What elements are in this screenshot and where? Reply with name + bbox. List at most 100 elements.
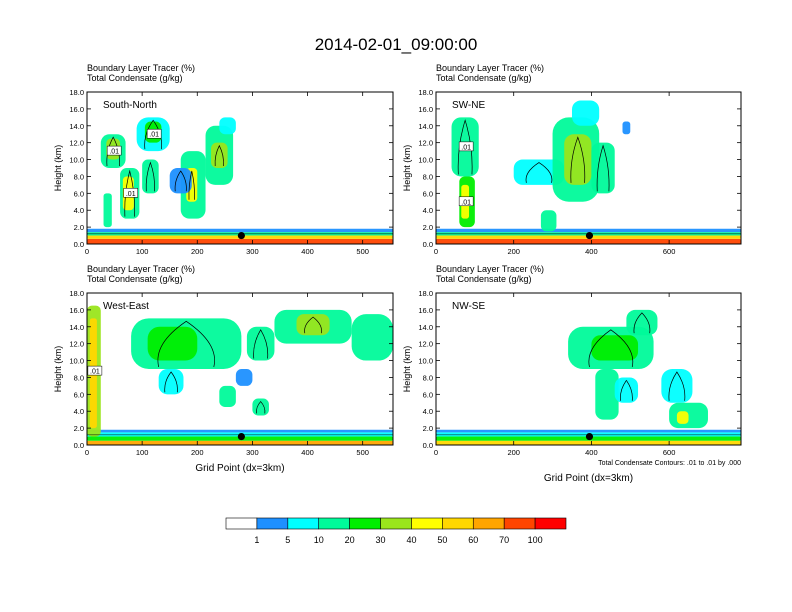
contour-line — [253, 329, 269, 359]
plot-frame — [435, 91, 742, 245]
y-tick-label: 16.0 — [69, 306, 84, 315]
contour-line — [596, 144, 610, 192]
heatmap-cell — [591, 335, 639, 361]
contour-label-box — [458, 141, 474, 152]
x-tick-label: 0 — [434, 448, 438, 457]
colorbar-label: 70 — [499, 535, 509, 545]
location-marker — [237, 231, 245, 240]
heatmap-cell — [87, 429, 393, 433]
location-marker — [237, 432, 245, 441]
heatmap-cell — [540, 210, 557, 232]
contour-label: .01 — [90, 369, 100, 376]
contour-line — [145, 161, 156, 192]
colorbar-label: 10 — [314, 535, 324, 545]
contour-line — [304, 316, 322, 334]
heatmap-cell — [676, 411, 689, 424]
contour-line — [174, 170, 187, 192]
heatmap-cell — [591, 142, 615, 194]
contour-line — [164, 371, 178, 393]
contour-line — [124, 169, 136, 217]
x-tick-label: 0 — [85, 448, 89, 457]
y-tick-label: 8.0 — [74, 373, 84, 382]
y-tick-label: 2.0 — [74, 424, 84, 433]
contour-label-box — [146, 128, 162, 139]
panel-label: South-North — [103, 100, 157, 111]
x-tick-label: 400 — [585, 247, 598, 256]
colorbar-swatch — [349, 517, 381, 530]
colorbar: 1 5 10 20 30 40 50 60 70 100 — [225, 517, 567, 545]
y-tick-label: 6.0 — [423, 390, 433, 399]
x-tick-label: 200 — [507, 247, 520, 256]
y-tick-label: 8.0 — [423, 172, 433, 181]
x-tick-label: 400 — [301, 247, 314, 256]
heatmap-cell — [595, 369, 619, 420]
contour-line — [214, 144, 224, 167]
colorbar-swatch — [318, 517, 350, 530]
x-axis-label: Grid Point (dx=3km) — [195, 463, 284, 474]
plot-frame — [86, 91, 394, 245]
heatmap-cell — [219, 117, 236, 135]
colorbar-swatch — [256, 517, 289, 530]
heatmap-cell — [622, 121, 631, 135]
heatmap-cell — [661, 369, 693, 403]
contour-line — [620, 379, 633, 401]
heatmap-cell — [436, 238, 741, 244]
heatmap-cell — [235, 369, 253, 386]
panel-label: NW-SE — [452, 301, 485, 312]
heatmap-cell — [142, 159, 159, 194]
contour-line — [570, 136, 586, 183]
x-tick-label: 300 — [246, 448, 259, 457]
contour-line — [525, 162, 553, 183]
panel-2: Boundary Layer Tracer (%)Total Condensat… — [402, 63, 742, 256]
panel-header-tracer: Boundary Layer Tracer (%) — [87, 264, 195, 274]
location-marker — [585, 231, 594, 240]
plot-area — [436, 293, 741, 445]
y-tick-label: 18.0 — [69, 88, 84, 97]
contour-label-box — [123, 188, 138, 198]
y-tick-label: 16.0 — [69, 105, 84, 114]
colorbar-swatch — [442, 517, 474, 530]
y-tick-label: 0.0 — [74, 441, 84, 450]
contour-line — [457, 119, 473, 175]
y-tick-label: 10.0 — [69, 357, 84, 366]
plot-frame — [435, 292, 742, 446]
panel-label: SW-NE — [452, 100, 485, 111]
panel-3: Boundary Layer Tracer (%)Total Condensat… — [53, 264, 394, 474]
panel-1: Boundary Layer Tracer (%)Total Condensat… — [53, 63, 394, 256]
y-tick-label: 10.0 — [69, 156, 84, 165]
contour-label: .01 — [461, 144, 471, 151]
y-tick-label: 12.0 — [69, 340, 84, 349]
contour-line — [144, 119, 163, 150]
panel-header-tracer: Boundary Layer Tracer (%) — [87, 63, 195, 73]
heatmap-cell — [147, 326, 198, 361]
x-tick-label: 600 — [663, 448, 676, 457]
colorbar-label: 60 — [468, 535, 478, 545]
y-tick-label: 14.0 — [418, 323, 433, 332]
x-tick-label: 300 — [246, 247, 259, 256]
contour-label: .01 — [461, 199, 471, 206]
colorbar-swatch — [287, 517, 320, 530]
x-tick-label: 0 — [85, 247, 89, 256]
colorbar-label: 50 — [437, 535, 447, 545]
x-tick-label: 600 — [663, 247, 676, 256]
heatmap-cell — [246, 326, 275, 361]
colorbar-label: 100 — [528, 535, 543, 545]
plot-area: .01 — [87, 293, 393, 445]
y-tick-label: 16.0 — [418, 306, 433, 315]
panel-header-condensate: Total Condensate (g/kg) — [87, 274, 183, 284]
heatmap-cell — [564, 134, 592, 185]
x-tick-label: 0 — [434, 247, 438, 256]
heatmap-cell — [571, 100, 600, 126]
plot-area: .01 .01 .01 — [87, 92, 393, 244]
panels: Boundary Layer Tracer (%)Total Condensat… — [53, 63, 742, 484]
contour-line — [588, 329, 634, 368]
colorbar-label: 1 — [254, 535, 259, 545]
location-marker — [585, 432, 594, 441]
y-tick-label: 4.0 — [74, 206, 84, 215]
colorbar-label: 40 — [406, 535, 416, 545]
x-tick-label: 500 — [356, 247, 369, 256]
y-tick-label: 6.0 — [74, 189, 84, 198]
heatmap-cell — [158, 369, 184, 395]
contour-line — [157, 320, 215, 368]
